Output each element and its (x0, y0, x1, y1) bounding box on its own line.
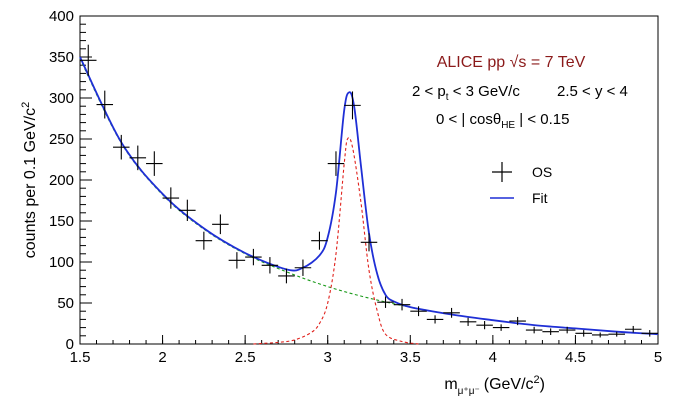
legend: OS Fit (490, 162, 552, 206)
data-point (624, 325, 642, 333)
x-tick-label: 1.5 (70, 349, 91, 366)
data-point (641, 330, 658, 337)
cos-cut-label: 0 < | cosθHE | < 0.15 (436, 111, 569, 131)
data-point (245, 248, 262, 266)
data-point (459, 317, 477, 326)
data-point (443, 307, 460, 318)
data-point (228, 252, 246, 269)
data-point (195, 231, 213, 250)
data-point (360, 233, 378, 252)
x-tick-label: 2.5 (235, 349, 256, 366)
legend-marker-os (492, 162, 512, 182)
y-tick-label: 100 (49, 254, 74, 271)
data-point (509, 316, 526, 326)
y-tick-label: 50 (57, 295, 74, 312)
data-point (179, 199, 196, 221)
data-point (294, 259, 312, 276)
data-point (426, 315, 444, 324)
data-point (344, 91, 361, 120)
data-point (146, 151, 163, 176)
pt-cut-label: 2 < pt < 3 GeV/c (412, 83, 520, 103)
data-point (476, 321, 493, 330)
data-point (80, 44, 97, 76)
y-tick-label: 200 (49, 172, 74, 189)
data-point (542, 328, 559, 335)
x-tick-label: 3.5 (400, 349, 421, 366)
x-tick-label: 4.5 (565, 349, 586, 366)
legend-label-os: OS (532, 164, 552, 180)
data-point (410, 306, 427, 317)
y-tick-label: 350 (49, 49, 74, 66)
data-point (393, 298, 411, 311)
data-point (162, 187, 180, 209)
data-point (608, 331, 625, 337)
y-tick-label: 300 (49, 90, 74, 107)
y-cut-label: 2.5 < y < 4 (557, 83, 628, 100)
curves (79, 56, 659, 345)
data-point (591, 332, 609, 338)
data-point (96, 90, 114, 119)
y-tick-label: 150 (49, 213, 74, 230)
data-point (377, 296, 394, 308)
y-axis-title: counts per 0.1 GeV/c2 (20, 102, 39, 258)
x-tick-label: 5 (654, 349, 662, 366)
data-points (80, 44, 658, 338)
x-tick-label: 3 (324, 349, 332, 366)
data-point (492, 324, 510, 331)
data-point (327, 151, 345, 176)
total-fit-curve (79, 56, 659, 336)
y-tick-label: 400 (49, 8, 74, 25)
data-point (278, 268, 295, 284)
legend-label-fit: Fit (532, 190, 548, 206)
x-tick-label: 4 (489, 349, 497, 366)
data-point (525, 326, 543, 334)
data-point (212, 214, 229, 235)
y-tick-label: 250 (49, 131, 74, 148)
data-point (261, 257, 279, 274)
x-axis-title: mμ⁺μ⁻ (GeV/c2) (444, 374, 545, 397)
data-point (113, 134, 130, 160)
experiment-label: ALICE pp √s = 7 TeV (437, 54, 586, 71)
data-point (558, 326, 576, 334)
data-point (575, 330, 592, 337)
data-point (311, 231, 328, 250)
x-tick-label: 2 (158, 349, 166, 366)
signal-fit-curve (253, 137, 419, 345)
data-point (129, 145, 147, 171)
y-tick-label: 0 (66, 336, 74, 353)
